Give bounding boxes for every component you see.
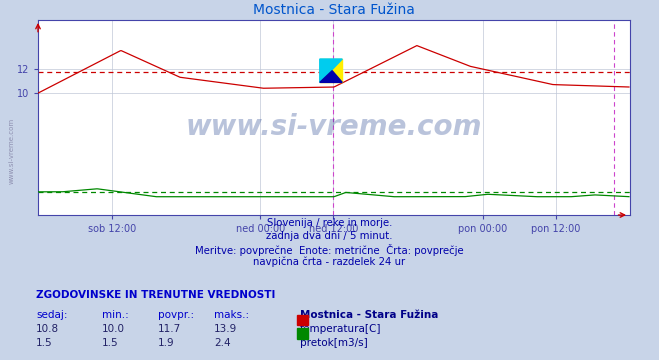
Text: 1.5: 1.5 bbox=[36, 338, 53, 348]
Text: Meritve: povprečne  Enote: metrične  Črta: povprečje: Meritve: povprečne Enote: metrične Črta:… bbox=[195, 244, 464, 256]
Text: www.si-vreme.com: www.si-vreme.com bbox=[186, 113, 482, 141]
Text: temperatura[C]: temperatura[C] bbox=[300, 324, 382, 334]
Text: ZGODOVINSKE IN TRENUTNE VREDNOSTI: ZGODOVINSKE IN TRENUTNE VREDNOSTI bbox=[36, 290, 275, 300]
Text: maks.:: maks.: bbox=[214, 310, 249, 320]
Text: 11.7: 11.7 bbox=[158, 324, 181, 334]
Text: zadnja dva dni / 5 minut.: zadnja dva dni / 5 minut. bbox=[266, 231, 393, 241]
Text: 10.0: 10.0 bbox=[102, 324, 125, 334]
Text: 1.9: 1.9 bbox=[158, 338, 175, 348]
Title: Mostnica - Stara Fužina: Mostnica - Stara Fužina bbox=[253, 4, 415, 17]
Polygon shape bbox=[320, 59, 342, 82]
Text: navpična črta - razdelek 24 ur: navpična črta - razdelek 24 ur bbox=[254, 257, 405, 267]
Text: 2.4: 2.4 bbox=[214, 338, 231, 348]
Text: Mostnica - Stara Fužina: Mostnica - Stara Fužina bbox=[300, 310, 438, 320]
Text: povpr.:: povpr.: bbox=[158, 310, 194, 320]
Text: pretok[m3/s]: pretok[m3/s] bbox=[300, 338, 368, 348]
Text: 1.5: 1.5 bbox=[102, 338, 119, 348]
Polygon shape bbox=[320, 59, 342, 82]
Polygon shape bbox=[320, 71, 342, 82]
Text: 10.8: 10.8 bbox=[36, 324, 59, 334]
Text: www.si-vreme.com: www.si-vreme.com bbox=[9, 118, 14, 184]
Text: sedaj:: sedaj: bbox=[36, 310, 68, 320]
Text: Slovenija / reke in morje.: Slovenija / reke in morje. bbox=[267, 218, 392, 228]
Text: 13.9: 13.9 bbox=[214, 324, 237, 334]
Text: min.:: min.: bbox=[102, 310, 129, 320]
